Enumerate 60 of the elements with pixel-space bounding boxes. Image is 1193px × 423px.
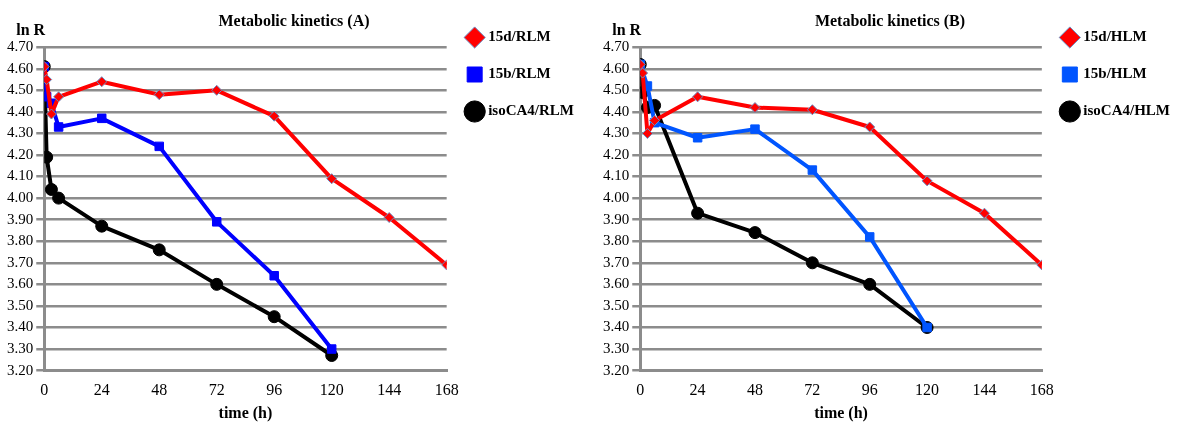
legend-label: 15b/HLM bbox=[1083, 65, 1147, 82]
y-tick-label: 4.70 bbox=[7, 38, 34, 55]
y-tick-label: 3.60 bbox=[7, 275, 34, 292]
y-tick-label: 3.50 bbox=[7, 296, 34, 313]
x-tick-label: 168 bbox=[1029, 381, 1054, 399]
y-tick-label: 3.30 bbox=[603, 339, 630, 356]
y-tick-label: 3.50 bbox=[603, 296, 630, 313]
y-tick-label: 3.40 bbox=[603, 318, 630, 335]
y-tick-label: 4.70 bbox=[603, 38, 630, 55]
y-tick-label: 4.30 bbox=[603, 124, 630, 141]
y-tick-label: 4.20 bbox=[603, 145, 630, 162]
y-tick-label: 4.60 bbox=[603, 59, 630, 76]
y-tick-label: 4.30 bbox=[7, 124, 34, 141]
y-axis-title: ln R bbox=[612, 21, 642, 39]
x-tick-label: 120 bbox=[915, 381, 940, 399]
y-tick-label: 4.10 bbox=[603, 167, 630, 184]
x-tick-label: 0 bbox=[636, 381, 645, 399]
y-axis-title: ln R bbox=[16, 21, 46, 39]
x-tick-label: 0 bbox=[40, 381, 49, 399]
y-tick-label: 4.10 bbox=[7, 167, 34, 184]
x-tick-label: 144 bbox=[972, 381, 997, 399]
x-tick-label: 168 bbox=[434, 381, 459, 399]
x-tick-label: 48 bbox=[746, 381, 763, 399]
y-tick-label: 4.60 bbox=[7, 59, 34, 76]
legend-label: 15d/HLM bbox=[1083, 28, 1147, 45]
y-tick-label: 3.80 bbox=[603, 232, 630, 249]
y-tick-label: 4.00 bbox=[7, 189, 34, 206]
chart-title: Metabolic kinetics (A) bbox=[218, 11, 370, 30]
y-tick-label: 3.20 bbox=[603, 361, 630, 378]
x-tick-label: 144 bbox=[377, 381, 402, 399]
y-tick-label: 4.40 bbox=[603, 102, 630, 119]
x-tick-label: 96 bbox=[266, 381, 283, 399]
y-tick-label: 3.90 bbox=[7, 210, 34, 227]
y-tick-label: 3.30 bbox=[7, 339, 34, 356]
legend-label: 15d/RLM bbox=[488, 28, 551, 45]
chart-title: Metabolic kinetics (B) bbox=[814, 11, 966, 30]
x-tick-label: 48 bbox=[151, 381, 168, 399]
x-axis-title: time (h) bbox=[218, 403, 273, 422]
legend-label: isoCA4/HLM bbox=[1083, 102, 1170, 119]
x-tick-label: 72 bbox=[804, 381, 821, 399]
y-tick-label: 3.90 bbox=[603, 210, 630, 227]
x-tick-label: 120 bbox=[319, 381, 344, 399]
x-axis-title: time (h) bbox=[814, 403, 868, 422]
legend-label: isoCA4/RLM bbox=[488, 102, 575, 119]
y-tick-label: 3.70 bbox=[603, 253, 630, 270]
x-tick-label: 72 bbox=[208, 381, 225, 399]
y-tick-label: 4.40 bbox=[7, 102, 34, 119]
y-tick-label: 3.80 bbox=[7, 232, 34, 249]
y-tick-label: 3.70 bbox=[7, 253, 34, 270]
y-tick-label: 4.00 bbox=[603, 189, 630, 206]
x-tick-label: 96 bbox=[861, 381, 878, 399]
x-tick-label: 24 bbox=[689, 381, 706, 399]
y-tick-label: 3.60 bbox=[603, 275, 630, 292]
y-tick-label: 4.50 bbox=[7, 81, 34, 98]
y-tick-label: 4.20 bbox=[7, 145, 34, 162]
y-tick-label: 4.50 bbox=[603, 81, 630, 98]
x-tick-label: 24 bbox=[93, 381, 110, 399]
y-tick-label: 3.40 bbox=[7, 318, 34, 335]
legend-label: 15b/RLM bbox=[488, 65, 551, 82]
y-tick-label: 3.20 bbox=[7, 361, 34, 378]
